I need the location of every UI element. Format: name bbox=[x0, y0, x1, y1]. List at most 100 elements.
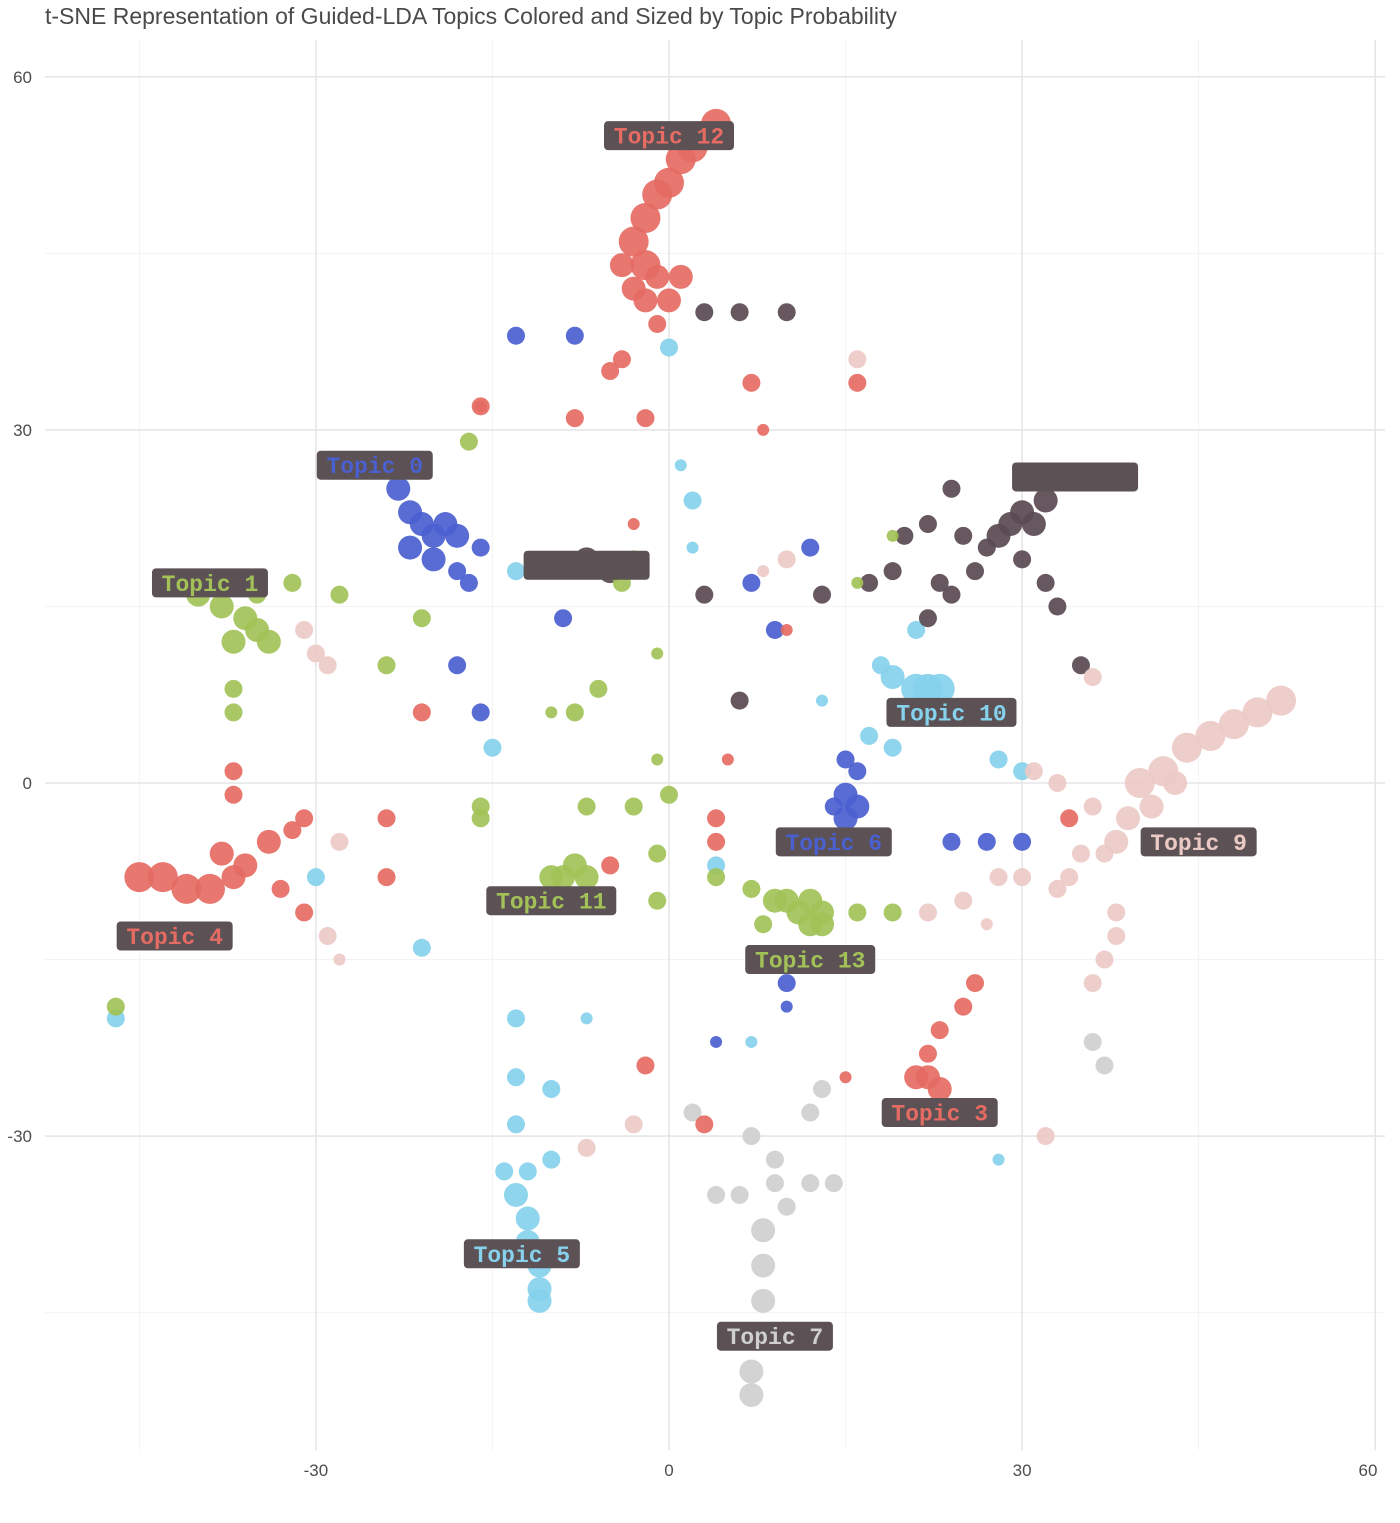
scatter-point bbox=[730, 691, 749, 710]
x-tick-label: -30 bbox=[304, 1461, 329, 1480]
scatter-point bbox=[777, 303, 796, 322]
scatter-point bbox=[942, 585, 961, 604]
topic-label-box bbox=[881, 1098, 998, 1128]
scatter-point bbox=[886, 529, 899, 542]
scatter-point bbox=[954, 526, 973, 545]
scatter-point bbox=[757, 423, 770, 436]
topic-label-text: Topic 12 bbox=[614, 125, 724, 151]
scatter-point bbox=[624, 797, 643, 816]
topic-label bbox=[1012, 462, 1139, 492]
points-layer bbox=[106, 108, 1297, 1408]
topic-label-text: Topic 6 bbox=[785, 831, 882, 857]
topic-label: Topic 7 bbox=[716, 1321, 833, 1351]
scatter-point bbox=[1139, 794, 1164, 819]
scatter-point bbox=[1048, 879, 1067, 898]
scatter-point bbox=[801, 538, 820, 557]
scatter-point bbox=[1048, 597, 1067, 616]
scatter-point bbox=[1107, 927, 1126, 946]
scatter-point bbox=[883, 903, 902, 922]
scatter-point bbox=[209, 841, 234, 866]
scatter-point bbox=[707, 832, 726, 851]
topic-label-text: Topic 0 bbox=[326, 454, 423, 480]
scatter-point bbox=[503, 1182, 528, 1207]
y-tick-label: 0 bbox=[23, 774, 32, 793]
scatter-point bbox=[907, 620, 926, 639]
scatter-point bbox=[918, 903, 937, 922]
scatter-point bbox=[256, 629, 281, 654]
topic-label: Topic 11 bbox=[486, 886, 617, 916]
scatter-point bbox=[645, 264, 670, 289]
scatter-point bbox=[333, 953, 346, 966]
scatter-point bbox=[751, 1288, 776, 1313]
scatter-point bbox=[1024, 762, 1043, 781]
scatter-point bbox=[609, 253, 634, 278]
topic-label-text: Topic 3 bbox=[891, 1102, 988, 1128]
topic-label-box bbox=[523, 550, 650, 580]
scatter-point bbox=[904, 1065, 929, 1090]
scatter-point bbox=[224, 679, 243, 698]
topic-label bbox=[523, 550, 650, 580]
scatter-point bbox=[1242, 697, 1273, 728]
topic-label-text: Topic 9 bbox=[1150, 831, 1247, 857]
chart-title: t-SNE Representation of Guided-LDA Topic… bbox=[45, 3, 897, 29]
scatter-point bbox=[1013, 832, 1032, 851]
scatter-point bbox=[992, 1153, 1005, 1166]
scatter-point bbox=[483, 738, 502, 757]
scatter-point bbox=[471, 703, 490, 722]
scatter-point bbox=[710, 1035, 723, 1048]
topic-label-text: Topic 10 bbox=[896, 701, 1006, 727]
scatter-point bbox=[824, 797, 843, 816]
scatter-point bbox=[565, 326, 584, 345]
scatter-point bbox=[445, 523, 470, 548]
scatter-point bbox=[739, 1383, 764, 1408]
scatter-point bbox=[630, 203, 661, 234]
topic-label: Topic 10 bbox=[886, 697, 1017, 727]
topic-label-text: Topic 4 bbox=[126, 925, 223, 951]
topic-labels-layer: Topic 12 Topic 0 Topic 1 Topic 10 Topic 6 Top… bbox=[116, 121, 1257, 1351]
scatter-point bbox=[930, 573, 949, 592]
scatter-point bbox=[989, 750, 1008, 769]
scatter-point bbox=[1071, 844, 1090, 863]
scatter-point bbox=[777, 1197, 796, 1216]
scatter-point bbox=[147, 862, 178, 893]
topic-label-box bbox=[604, 121, 734, 151]
scatter-point bbox=[816, 694, 829, 707]
y-tick-label: 30 bbox=[13, 421, 32, 440]
scatter-point bbox=[777, 550, 796, 569]
scatter-point bbox=[1083, 974, 1102, 993]
scatter-point bbox=[318, 927, 337, 946]
topic-label-text: Topic 11 bbox=[496, 890, 606, 916]
scatter-point bbox=[295, 809, 314, 828]
scatter-point bbox=[1036, 1127, 1055, 1146]
scatter-point bbox=[1013, 550, 1032, 569]
scatter-point bbox=[742, 373, 761, 392]
scatter-point bbox=[636, 1056, 655, 1075]
scatter-point bbox=[977, 832, 996, 851]
scatter-point bbox=[695, 1115, 714, 1134]
scatter-point bbox=[836, 750, 855, 769]
topic-label-box bbox=[775, 827, 892, 857]
scatter-point bbox=[707, 809, 726, 828]
scatter-point bbox=[751, 1253, 776, 1278]
scatter-point bbox=[506, 1009, 525, 1028]
scatter-point bbox=[927, 1077, 952, 1102]
scatter-point bbox=[221, 629, 246, 654]
scatter-point bbox=[283, 573, 302, 592]
scatter-point bbox=[580, 1012, 593, 1025]
scatter-point bbox=[577, 1138, 596, 1157]
scatter-point bbox=[459, 573, 478, 592]
topic-label-box bbox=[716, 1321, 833, 1351]
scatter-point bbox=[668, 264, 693, 289]
scatter-point bbox=[1048, 774, 1067, 792]
scatter-point bbox=[398, 535, 423, 560]
scatter-point bbox=[601, 362, 620, 381]
topic-label: Topic 6 bbox=[775, 827, 892, 857]
scatter-point bbox=[765, 620, 784, 639]
scatter-point bbox=[386, 476, 411, 501]
scatter-point bbox=[751, 1218, 776, 1243]
scatter-point bbox=[506, 326, 525, 345]
scatter-point bbox=[1195, 720, 1226, 751]
scatter-point bbox=[954, 997, 973, 1016]
scatter-point bbox=[589, 679, 608, 698]
scatter-point bbox=[757, 565, 770, 578]
